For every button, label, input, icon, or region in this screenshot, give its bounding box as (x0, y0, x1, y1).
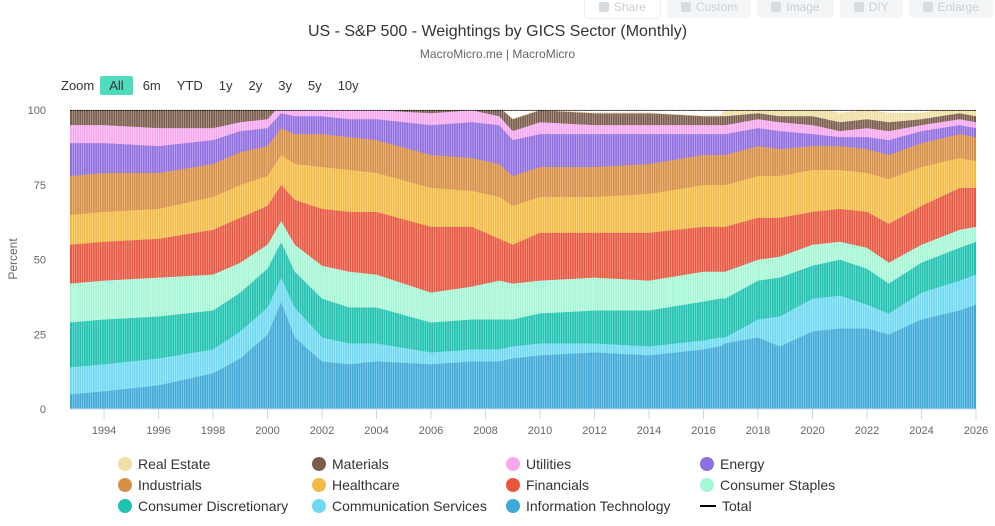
legend-swatch (506, 498, 520, 513)
legend-item-real-estate[interactable]: Real Estate (118, 455, 312, 472)
zoom-10y-button[interactable]: 10y (337, 78, 359, 93)
x-tick-label: 2006 (419, 425, 443, 437)
legend-swatch (312, 456, 326, 471)
zoom-label: Zoom (61, 78, 95, 93)
x-tick-label: 2008 (473, 425, 497, 437)
toolbar: Share Custom Image DIY Enlarge (583, 0, 995, 19)
zoom-5y-button[interactable]: 5y (307, 78, 322, 93)
x-tick-label: 2016 (691, 425, 715, 437)
legend-swatch (118, 477, 132, 492)
legend-swatch (506, 477, 520, 492)
custom-button[interactable]: Custom (666, 0, 752, 18)
x-axis: 1994 1996 1998 2000 2002 2004 2006 2008 2010 2012… (70, 408, 988, 437)
legend-item-healthcare[interactable]: Healthcare (312, 476, 506, 493)
x-tick-label: 2026 (964, 425, 988, 437)
x-tick-label: 1994 (92, 425, 116, 437)
share-button[interactable]: Share (583, 0, 661, 19)
zoom-6m-button[interactable]: 6m (142, 78, 161, 93)
download-icon (771, 2, 782, 12)
zoom-1y-button[interactable]: 1y (218, 78, 233, 93)
legend-item-consumer-staples[interactable]: Consumer Staples (700, 476, 894, 493)
legend-item-consumer-discretionary[interactable]: Consumer Discretionary (118, 497, 312, 514)
legend-swatch (118, 498, 132, 513)
x-tick-label: 2000 (255, 425, 279, 437)
chart-title: US - S&P 500 - Weightings by GICS Sector… (307, 23, 688, 40)
legend-item-materials[interactable]: Materials (312, 455, 506, 472)
x-tick-label: 1998 (201, 425, 225, 437)
legend-item-information-technology[interactable]: Information Technology (506, 497, 700, 514)
chart-subtitle: MacroMicro.me | MacroMicro (419, 47, 576, 61)
y-tick-label: 100 (28, 105, 46, 117)
gear-icon (680, 2, 691, 12)
x-tick-label: 2004 (364, 425, 388, 437)
x-tick-label: 2012 (582, 425, 606, 437)
x-tick-label: 1996 (146, 425, 170, 437)
legend-line (700, 504, 716, 507)
zoom-3y-button[interactable]: 3y (278, 78, 292, 93)
image-button[interactable]: Image (757, 0, 834, 18)
x-tick-label: 2010 (528, 425, 552, 437)
pencil-icon (853, 2, 864, 12)
legend-swatch (700, 477, 714, 492)
legend: Real Estate Materials Utilities Energy I… (118, 455, 918, 514)
y-axis: 0 25 50 75 100 (28, 105, 46, 416)
y-tick-label: 50 (34, 255, 46, 267)
zoom-all-button[interactable]: All (100, 76, 133, 95)
x-tick-label: 2020 (800, 425, 824, 437)
y-tick-label: 25 (34, 329, 46, 341)
legend-item-communication-services[interactable]: Communication Services (312, 497, 506, 514)
legend-swatch (312, 498, 326, 513)
y-tick-label: 75 (34, 180, 46, 192)
legend-swatch (506, 456, 520, 471)
legend-item-energy[interactable]: Energy (700, 455, 894, 472)
legend-item-utilities[interactable]: Utilities (506, 455, 700, 472)
diy-button[interactable]: DIY (839, 0, 903, 18)
x-tick-label: 2002 (310, 425, 334, 437)
x-tick-label: 2018 (746, 425, 770, 437)
chart-plot: 0 25 50 75 100 1994 1996 1998 2000 2002 2004 2006 2… (6, 105, 988, 437)
legend-swatch (312, 477, 326, 492)
legend-item-financials[interactable]: Financials (506, 476, 700, 493)
stacked-areas (70, 110, 976, 409)
x-tick-label: 2022 (855, 425, 879, 437)
enlarge-button[interactable]: Enlarge (908, 0, 993, 18)
zoom-2y-button[interactable]: 2y (248, 78, 263, 93)
x-tick-label: 2014 (637, 425, 661, 437)
y-axis-label: Percent (6, 238, 20, 280)
y-tick-label: 0 (40, 404, 46, 416)
x-tick-label: 2024 (909, 425, 933, 437)
share-icon (598, 2, 609, 12)
legend-item-industrials[interactable]: Industrials (118, 476, 312, 493)
series-area-materials (70, 110, 976, 132)
expand-icon (922, 2, 933, 12)
legend-swatch (700, 456, 714, 471)
zoom-ytd-button[interactable]: YTD (176, 78, 203, 93)
legend-swatch (118, 456, 132, 471)
zoom-selector: Zoom All 6m YTD 1y 2y 3y 5y 10y (61, 76, 369, 95)
legend-item-total[interactable]: Total (700, 497, 894, 514)
monthly-bar-separators (71, 110, 975, 409)
